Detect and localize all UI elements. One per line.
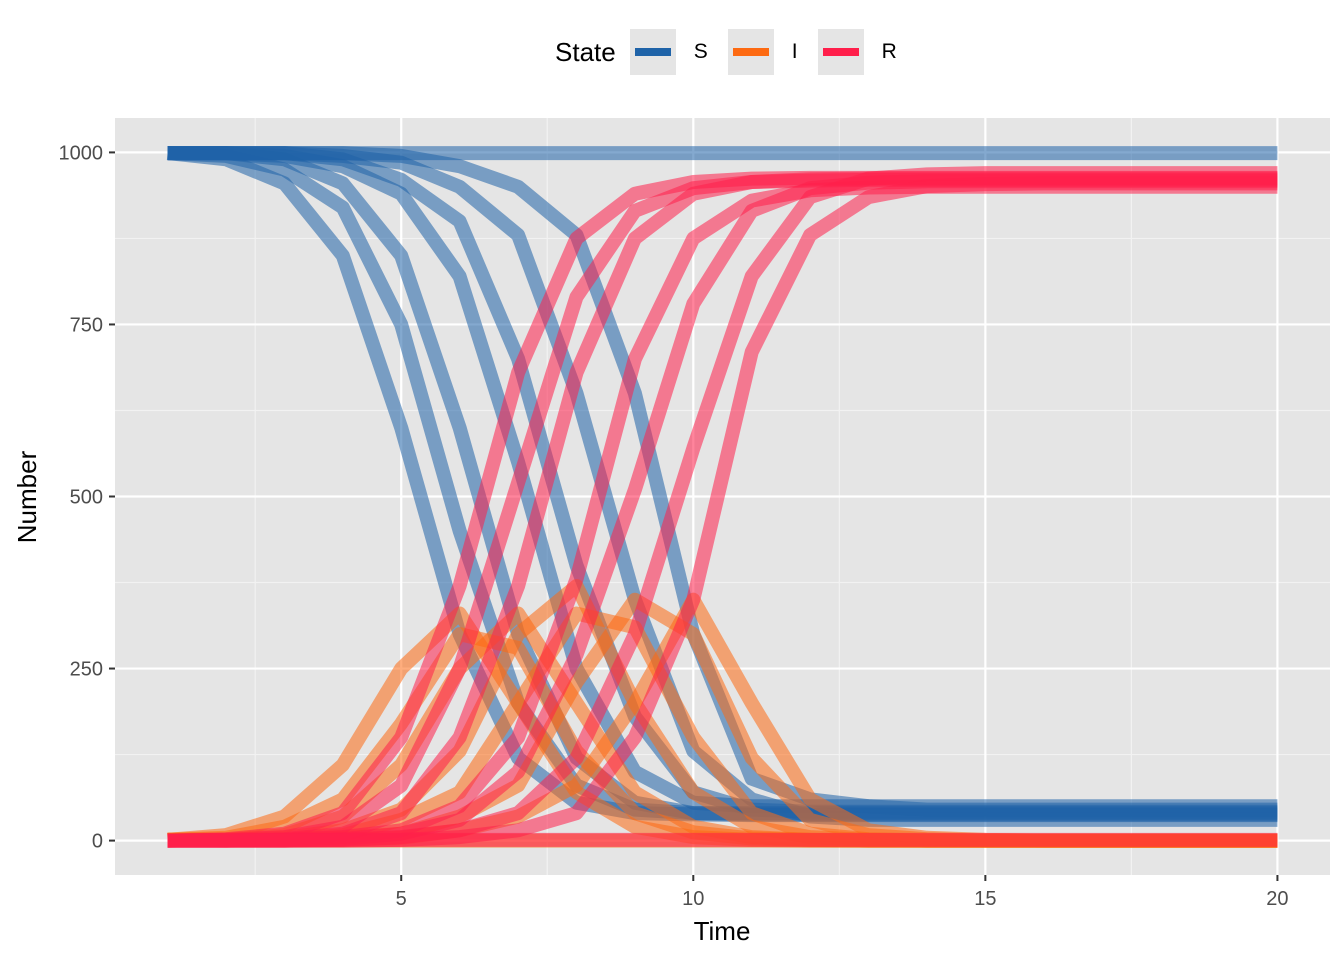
legend-key-s bbox=[629, 29, 676, 75]
legend-title: State bbox=[555, 36, 616, 67]
trajectory-r bbox=[167, 832, 1278, 848]
y-tick-label: 250 bbox=[70, 659, 103, 681]
legend-key-r bbox=[817, 29, 864, 75]
x-tick-label: 15 bbox=[974, 888, 996, 910]
y-tick-label: 500 bbox=[70, 487, 103, 509]
y-axis-label: Number bbox=[12, 450, 42, 543]
legend: State S I R bbox=[555, 28, 917, 76]
y-tick-label: 0 bbox=[92, 831, 103, 853]
y-tick-label: 750 bbox=[70, 314, 103, 336]
x-tick-label: 20 bbox=[1266, 888, 1288, 910]
axes: 5 10 15 20 0 250 500 750 1000 bbox=[59, 142, 1289, 910]
series-r bbox=[167, 166, 1278, 848]
x-tick-label: 5 bbox=[396, 888, 407, 910]
x-tick-label: 10 bbox=[682, 888, 704, 910]
y-tick-label: 1000 bbox=[59, 142, 104, 164]
legend-label-i: I bbox=[791, 40, 798, 63]
x-axis-label: Time bbox=[694, 916, 751, 946]
legend-label-s: S bbox=[693, 40, 708, 63]
legend-label-r: R bbox=[881, 40, 897, 63]
series-lines bbox=[166, 146, 1278, 848]
legend-key-i bbox=[727, 29, 774, 75]
